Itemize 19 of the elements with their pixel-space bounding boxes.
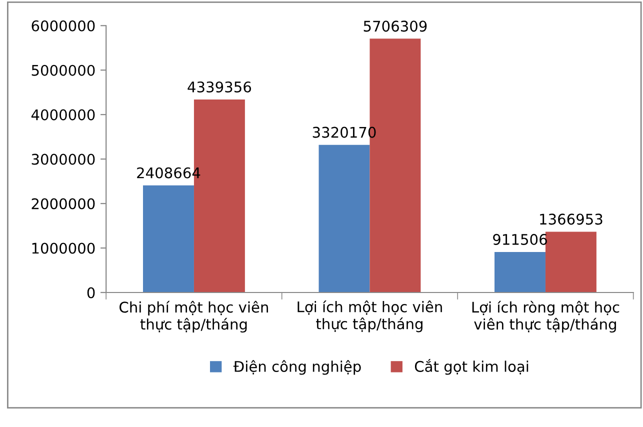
- x-tick-label: Lợi ích ròng một học viên thực tập/tháng: [472, 300, 620, 333]
- y-tick-label: 4000000: [31, 109, 95, 120]
- bar: [143, 185, 194, 292]
- legend-label: Điện công nghiệp: [233, 360, 361, 375]
- bar: [545, 232, 596, 292]
- data-label: 5706309: [364, 20, 427, 32]
- bar: [494, 252, 546, 292]
- y-tick-label: 2000000: [32, 198, 95, 210]
- bar: [318, 144, 370, 292]
- data-label: 1366953: [540, 214, 602, 225]
- x-tick-label: Chi phí một học viên thực tập/tháng: [120, 300, 268, 333]
- y-tick-label: 0: [87, 287, 95, 298]
- data-label: 4339356: [188, 81, 252, 92]
- y-tick-label: 5000000: [32, 64, 95, 76]
- y-tick-label: 6000000: [32, 20, 95, 32]
- y-tick-label: 3000000: [32, 154, 95, 165]
- legend-label: Cắt gọt kim loại: [414, 358, 528, 375]
- y-tick-label: 1000000: [32, 242, 95, 254]
- x-tick-label: Lợi ích một học viên thực tập/tháng: [298, 300, 442, 332]
